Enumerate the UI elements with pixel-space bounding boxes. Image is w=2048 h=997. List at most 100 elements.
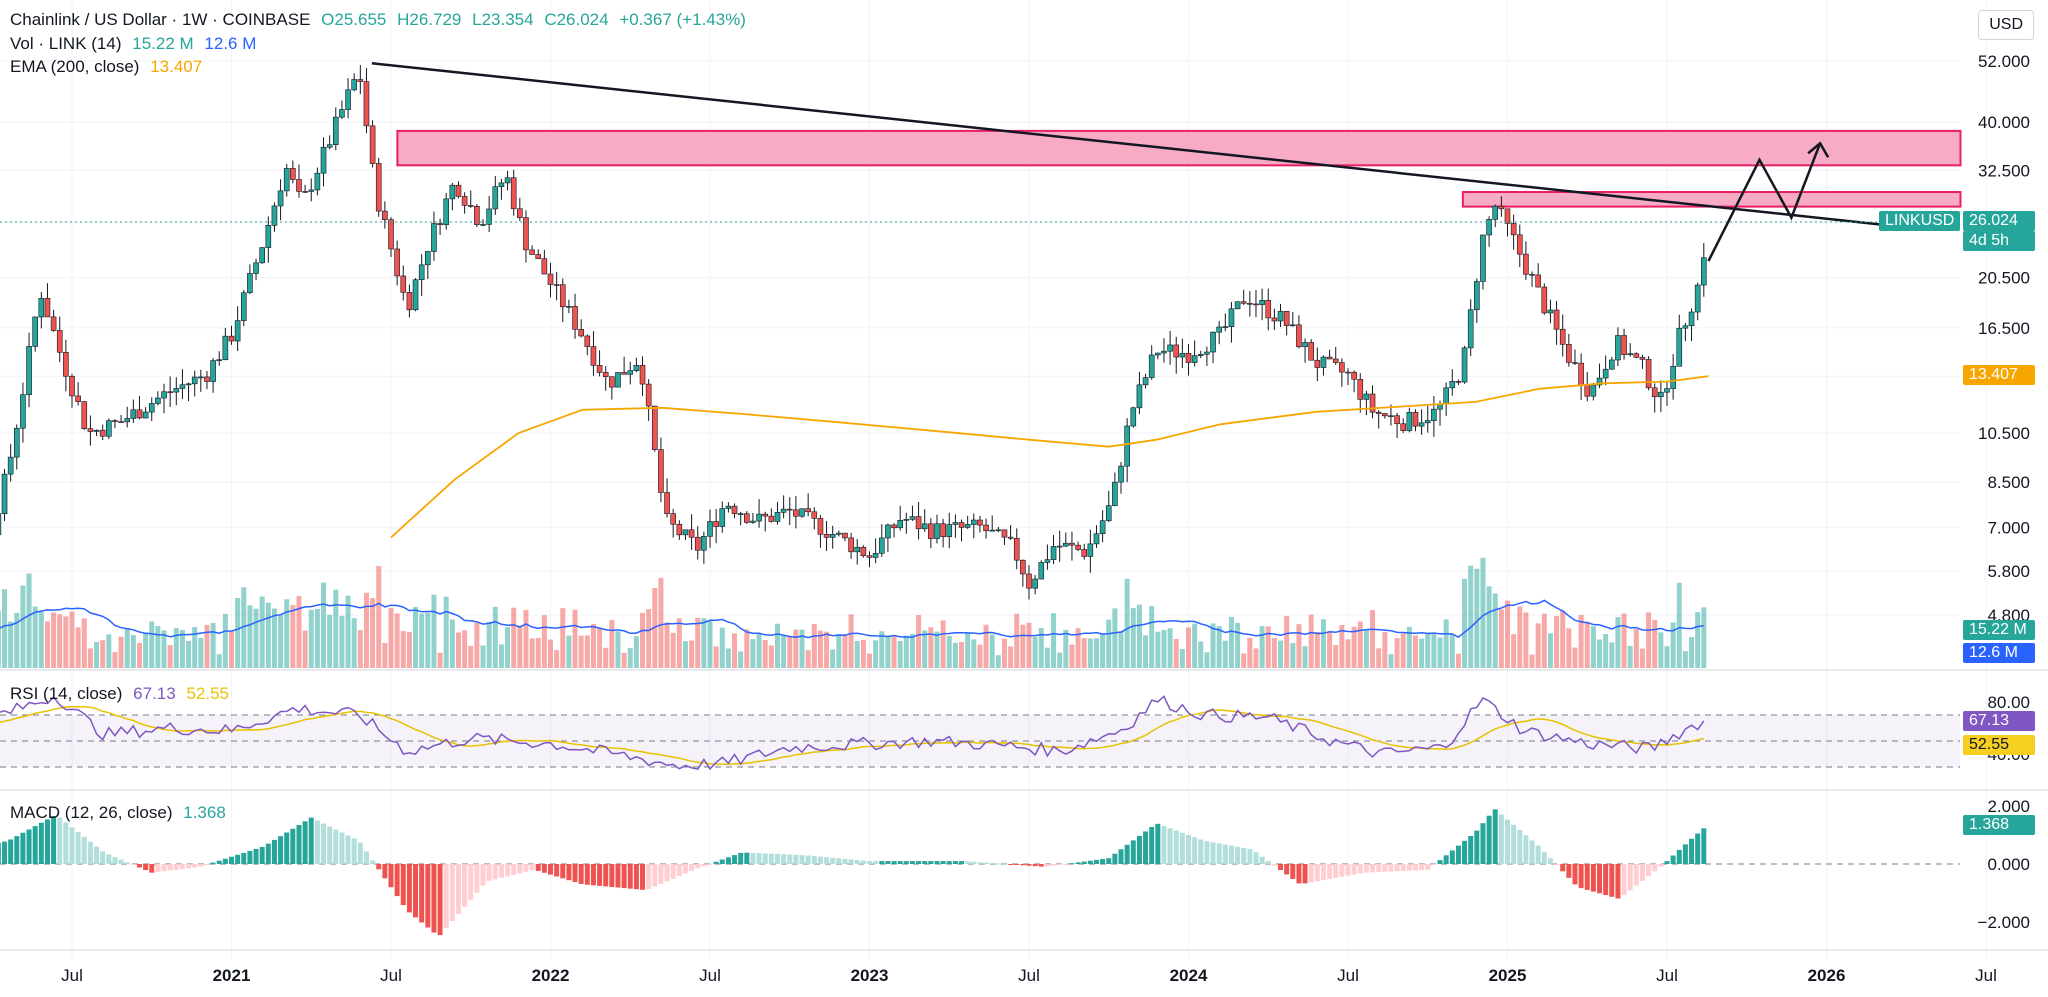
legend-volume[interactable]: Vol · LINK (14) 15.22 M 12.6 M bbox=[10, 34, 262, 54]
volume-bar bbox=[1646, 612, 1651, 668]
macd-histogram-bar bbox=[76, 832, 81, 864]
macd-histogram-bar bbox=[106, 854, 111, 864]
candle-body bbox=[94, 430, 99, 431]
volume-bar bbox=[738, 652, 743, 668]
legend-main: Chainlink / US Dollar · 1W · COINBASE O2… bbox=[10, 10, 752, 30]
macd-histogram-bar bbox=[149, 864, 154, 873]
macd-histogram-bar bbox=[192, 864, 197, 867]
volume-bar bbox=[806, 650, 811, 668]
candle-body bbox=[180, 385, 185, 389]
macd-histogram-bar bbox=[1272, 864, 1277, 866]
macd-histogram-bar bbox=[1689, 839, 1694, 864]
macd-tick-label: 0.000 bbox=[1987, 855, 2030, 874]
candle-body bbox=[1677, 328, 1682, 366]
volume-bar bbox=[1462, 579, 1467, 668]
macd-histogram-bar bbox=[1628, 864, 1633, 890]
ohlc-high: H26.729 bbox=[397, 10, 461, 29]
volume-bar bbox=[1161, 630, 1166, 668]
candle-body bbox=[1149, 355, 1154, 378]
volume-bars bbox=[0, 558, 1706, 668]
macd-histogram-bar bbox=[1327, 864, 1332, 879]
volume-bar bbox=[1088, 638, 1093, 668]
macd-histogram-bar bbox=[744, 853, 749, 864]
candle-body bbox=[781, 509, 786, 512]
currency-selector[interactable]: USD bbox=[1978, 10, 2034, 40]
candle-body bbox=[511, 178, 516, 209]
candle-body bbox=[1333, 359, 1338, 363]
candle-body bbox=[88, 429, 93, 432]
macd-histogram-bar bbox=[573, 864, 578, 882]
volume-bar bbox=[1082, 638, 1087, 668]
macd-histogram-bar bbox=[1155, 824, 1160, 864]
volume-bar bbox=[143, 633, 148, 668]
volume-bar bbox=[1695, 612, 1700, 668]
ohlc-close: C26.024 bbox=[544, 10, 608, 29]
time-tick-label: 2024 bbox=[1170, 966, 1208, 985]
macd-histogram-bar bbox=[640, 864, 645, 890]
candle-body bbox=[462, 196, 467, 205]
macd-histogram-bar bbox=[511, 864, 516, 875]
candle-body bbox=[591, 347, 596, 366]
volume-bar bbox=[603, 648, 608, 668]
volume-bar bbox=[1229, 617, 1234, 668]
macd-histogram-bar bbox=[787, 855, 792, 864]
macd-histogram-bar bbox=[1591, 864, 1596, 892]
candle-body bbox=[1327, 357, 1332, 359]
legend-ema[interactable]: EMA (200, close) 13.407 bbox=[10, 57, 208, 77]
macd-histogram-bar bbox=[1579, 864, 1584, 888]
macd-histogram-bar bbox=[70, 827, 75, 864]
candle-body bbox=[554, 285, 559, 286]
volume-bar bbox=[1057, 653, 1062, 668]
rsi-value: 67.13 bbox=[133, 684, 176, 703]
legend-macd[interactable]: MACD (12, 26, close) 1.368 bbox=[10, 803, 232, 823]
candle-body bbox=[358, 80, 363, 82]
volume-bar bbox=[1591, 626, 1596, 668]
volume-bar bbox=[959, 642, 964, 668]
rsi-ma-badge: 52.55 bbox=[1963, 735, 2035, 755]
candle-body bbox=[1020, 560, 1025, 574]
macd-histogram-bar bbox=[247, 851, 252, 864]
macd-histogram-bar bbox=[1088, 861, 1093, 864]
volume-bar bbox=[1413, 635, 1418, 668]
macd-histogram-bar bbox=[824, 857, 829, 864]
macd-histogram-bar bbox=[1309, 864, 1314, 882]
volume-bar bbox=[1364, 630, 1369, 668]
candle-body bbox=[812, 512, 817, 519]
volume-bar bbox=[910, 634, 915, 668]
candle-body bbox=[76, 396, 81, 402]
candle-body bbox=[1640, 357, 1645, 359]
candle-body bbox=[419, 265, 424, 280]
candle-body bbox=[1634, 354, 1639, 358]
candle-body bbox=[744, 514, 749, 523]
macd-histogram-bar bbox=[1192, 837, 1197, 864]
volume-bar bbox=[812, 624, 817, 668]
macd-histogram-bar bbox=[1572, 864, 1577, 884]
macd-histogram-bar bbox=[1603, 864, 1608, 895]
volume-bar bbox=[984, 625, 989, 668]
candle-body bbox=[1247, 303, 1252, 304]
macd-histogram-bar bbox=[1186, 835, 1191, 864]
candle-body bbox=[352, 80, 357, 90]
candle-body bbox=[1364, 394, 1369, 399]
volume-bar bbox=[462, 630, 467, 668]
candle-body bbox=[1450, 381, 1455, 387]
candle-body bbox=[1431, 409, 1436, 420]
macd-histogram-bar bbox=[100, 851, 105, 864]
volume-bar bbox=[1137, 605, 1142, 668]
candle-body bbox=[769, 516, 774, 521]
legend-rsi[interactable]: RSI (14, close) 67.13 52.55 bbox=[10, 684, 235, 704]
candle-body bbox=[1536, 275, 1541, 287]
candle-body bbox=[63, 352, 68, 376]
macd-histogram-bar bbox=[781, 854, 786, 864]
candle-body bbox=[1008, 537, 1013, 538]
volume-bar bbox=[665, 622, 670, 668]
volume-bar bbox=[1560, 611, 1565, 668]
volume-bar bbox=[1155, 632, 1160, 668]
macd-histogram-bar bbox=[1125, 845, 1130, 864]
candle-body bbox=[1296, 325, 1301, 347]
volume-bar bbox=[1450, 634, 1455, 668]
volume-bar bbox=[622, 653, 627, 668]
candle-body bbox=[1413, 412, 1418, 426]
chart-canvas[interactable]: 52.00040.00032.50020.50016.50010.5008.50… bbox=[0, 0, 2048, 997]
candle-body bbox=[303, 191, 308, 192]
